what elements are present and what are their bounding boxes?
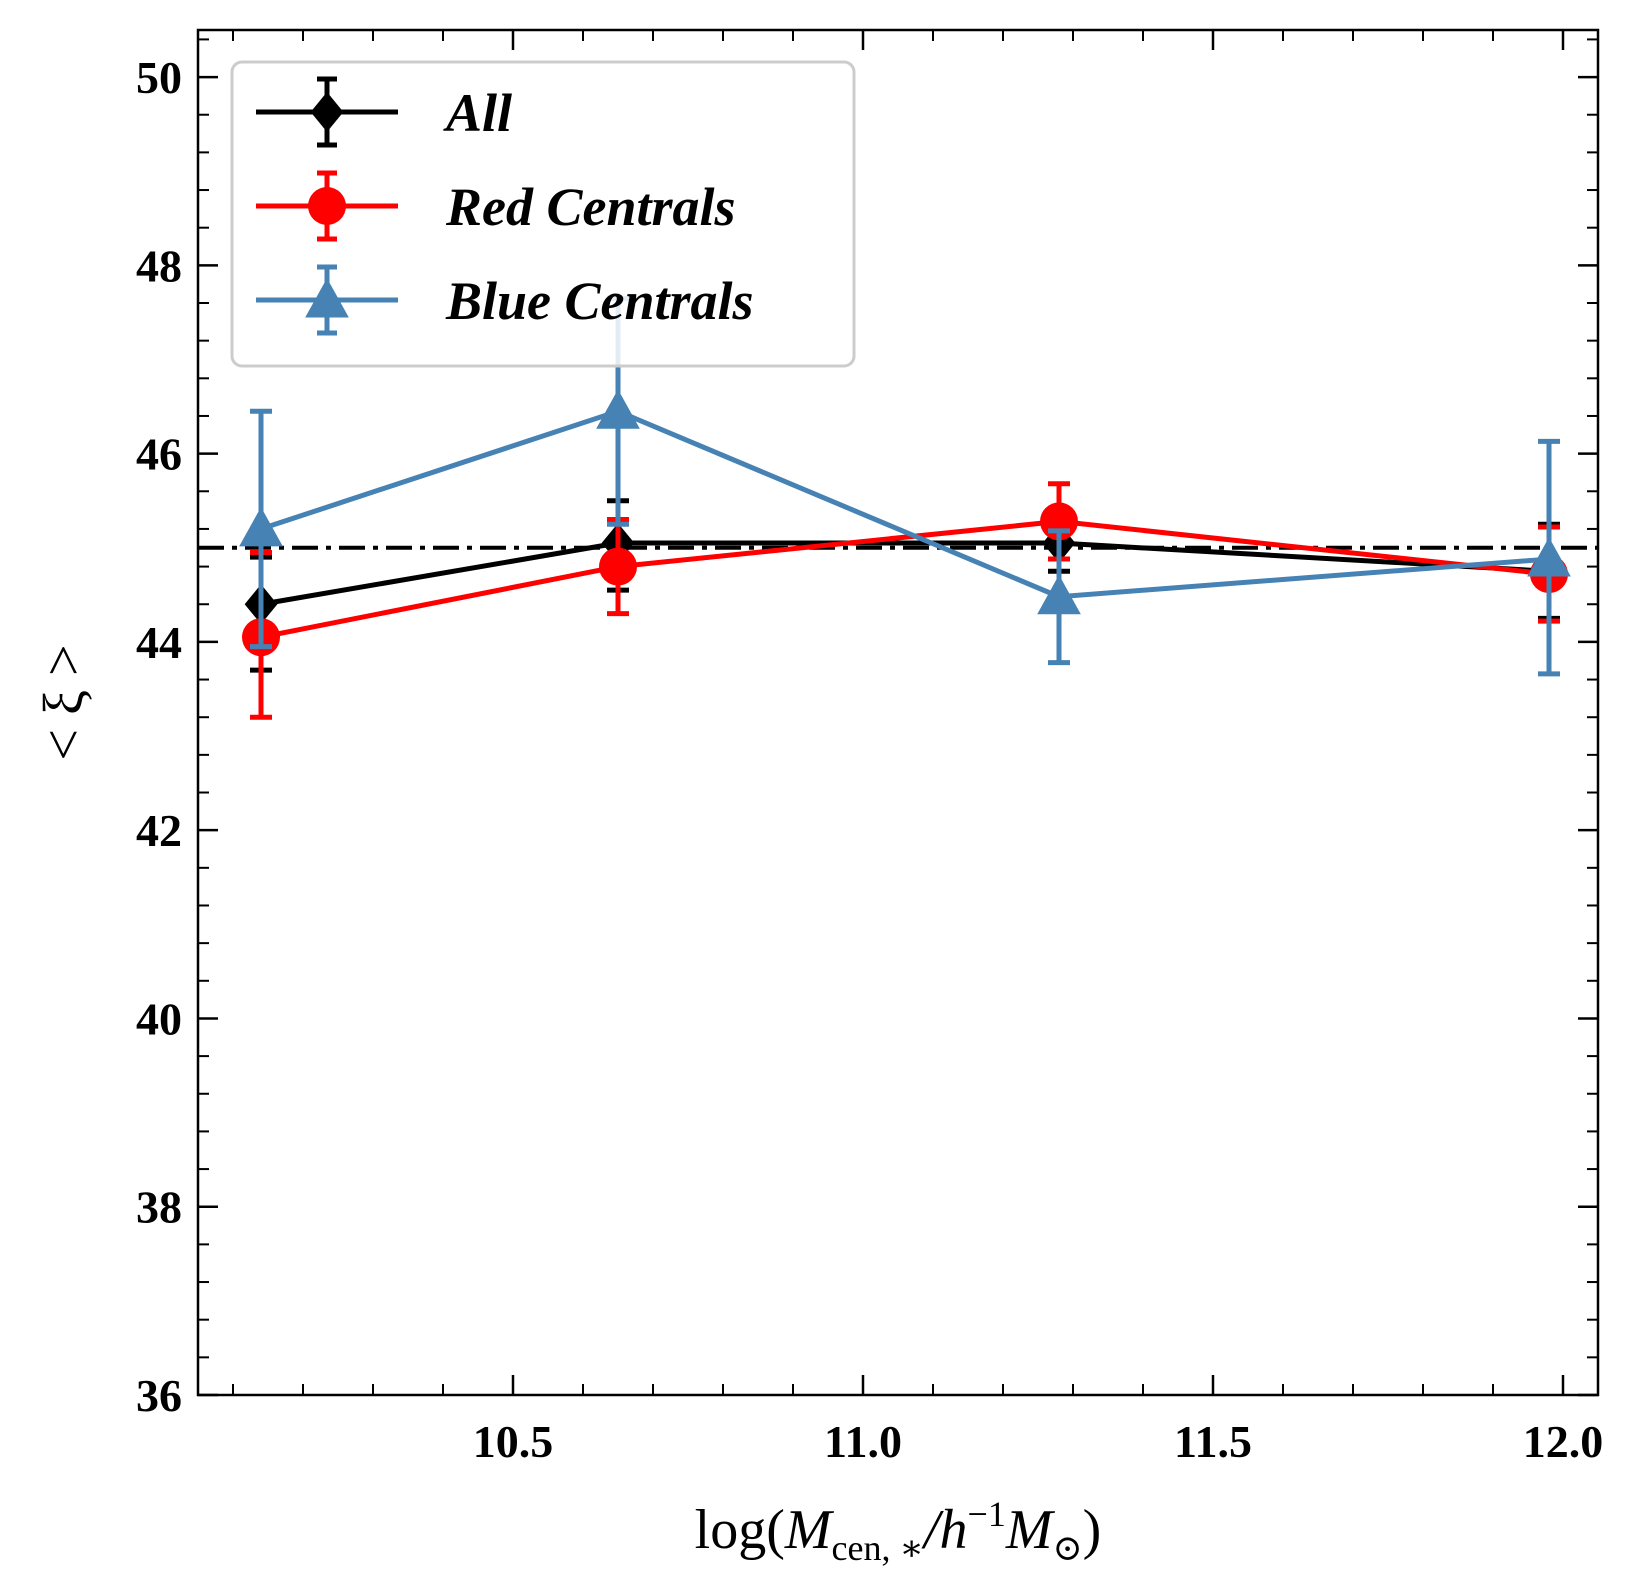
legend-entry: Red Centrals [256, 170, 736, 242]
x-axis-label: log(Mcen, ∗/h−1M⊙) [695, 1494, 1102, 1568]
x-tick-label: 11.0 [824, 1416, 902, 1467]
series-line [260, 518, 1550, 640]
x-tick-label: 11.5 [1174, 1416, 1252, 1467]
data-point [1527, 537, 1571, 577]
y-tick-label: 38 [136, 1182, 182, 1233]
series-blue-centrals [239, 295, 1571, 677]
legend-marker [310, 92, 344, 132]
series-line [260, 408, 1550, 600]
data-point [1037, 574, 1081, 615]
data-point [599, 547, 637, 586]
data-point [596, 389, 640, 429]
legend-label: Red Centrals [445, 177, 736, 237]
legend-entry: Blue Centrals [256, 264, 754, 336]
tick-labels: 10.5 11.0 11.5 12.0 36 38 40 42 44 46 48 50 [136, 52, 1603, 1467]
y-tick-label: 48 [136, 240, 182, 291]
legend-marker [305, 278, 349, 318]
legend: All Red Centrals Blue Centrals [230, 60, 856, 368]
legend-box [230, 60, 856, 368]
x-tick-label: 12.0 [1523, 1416, 1604, 1467]
series-layer [239, 295, 1571, 720]
data-point [239, 507, 283, 547]
legend-label: Blue Centrals [445, 271, 754, 331]
y-tick-label: 46 [136, 429, 182, 480]
y-tick-label: 50 [136, 52, 182, 103]
legend-label: All [443, 83, 512, 143]
y-tick-label: 40 [136, 993, 182, 1044]
y-tick-label: 36 [136, 1370, 182, 1421]
minor-ticks [198, 30, 1598, 1395]
x-tick-label: 10.5 [473, 1416, 554, 1467]
y-tick-label: 44 [136, 617, 182, 668]
plot-frame [196, 28, 1600, 1397]
legend-entry: All [256, 76, 512, 148]
y-tick-label: 42 [136, 805, 182, 856]
y-axis-label: < ξ > [33, 644, 95, 760]
legend-marker [308, 187, 346, 225]
